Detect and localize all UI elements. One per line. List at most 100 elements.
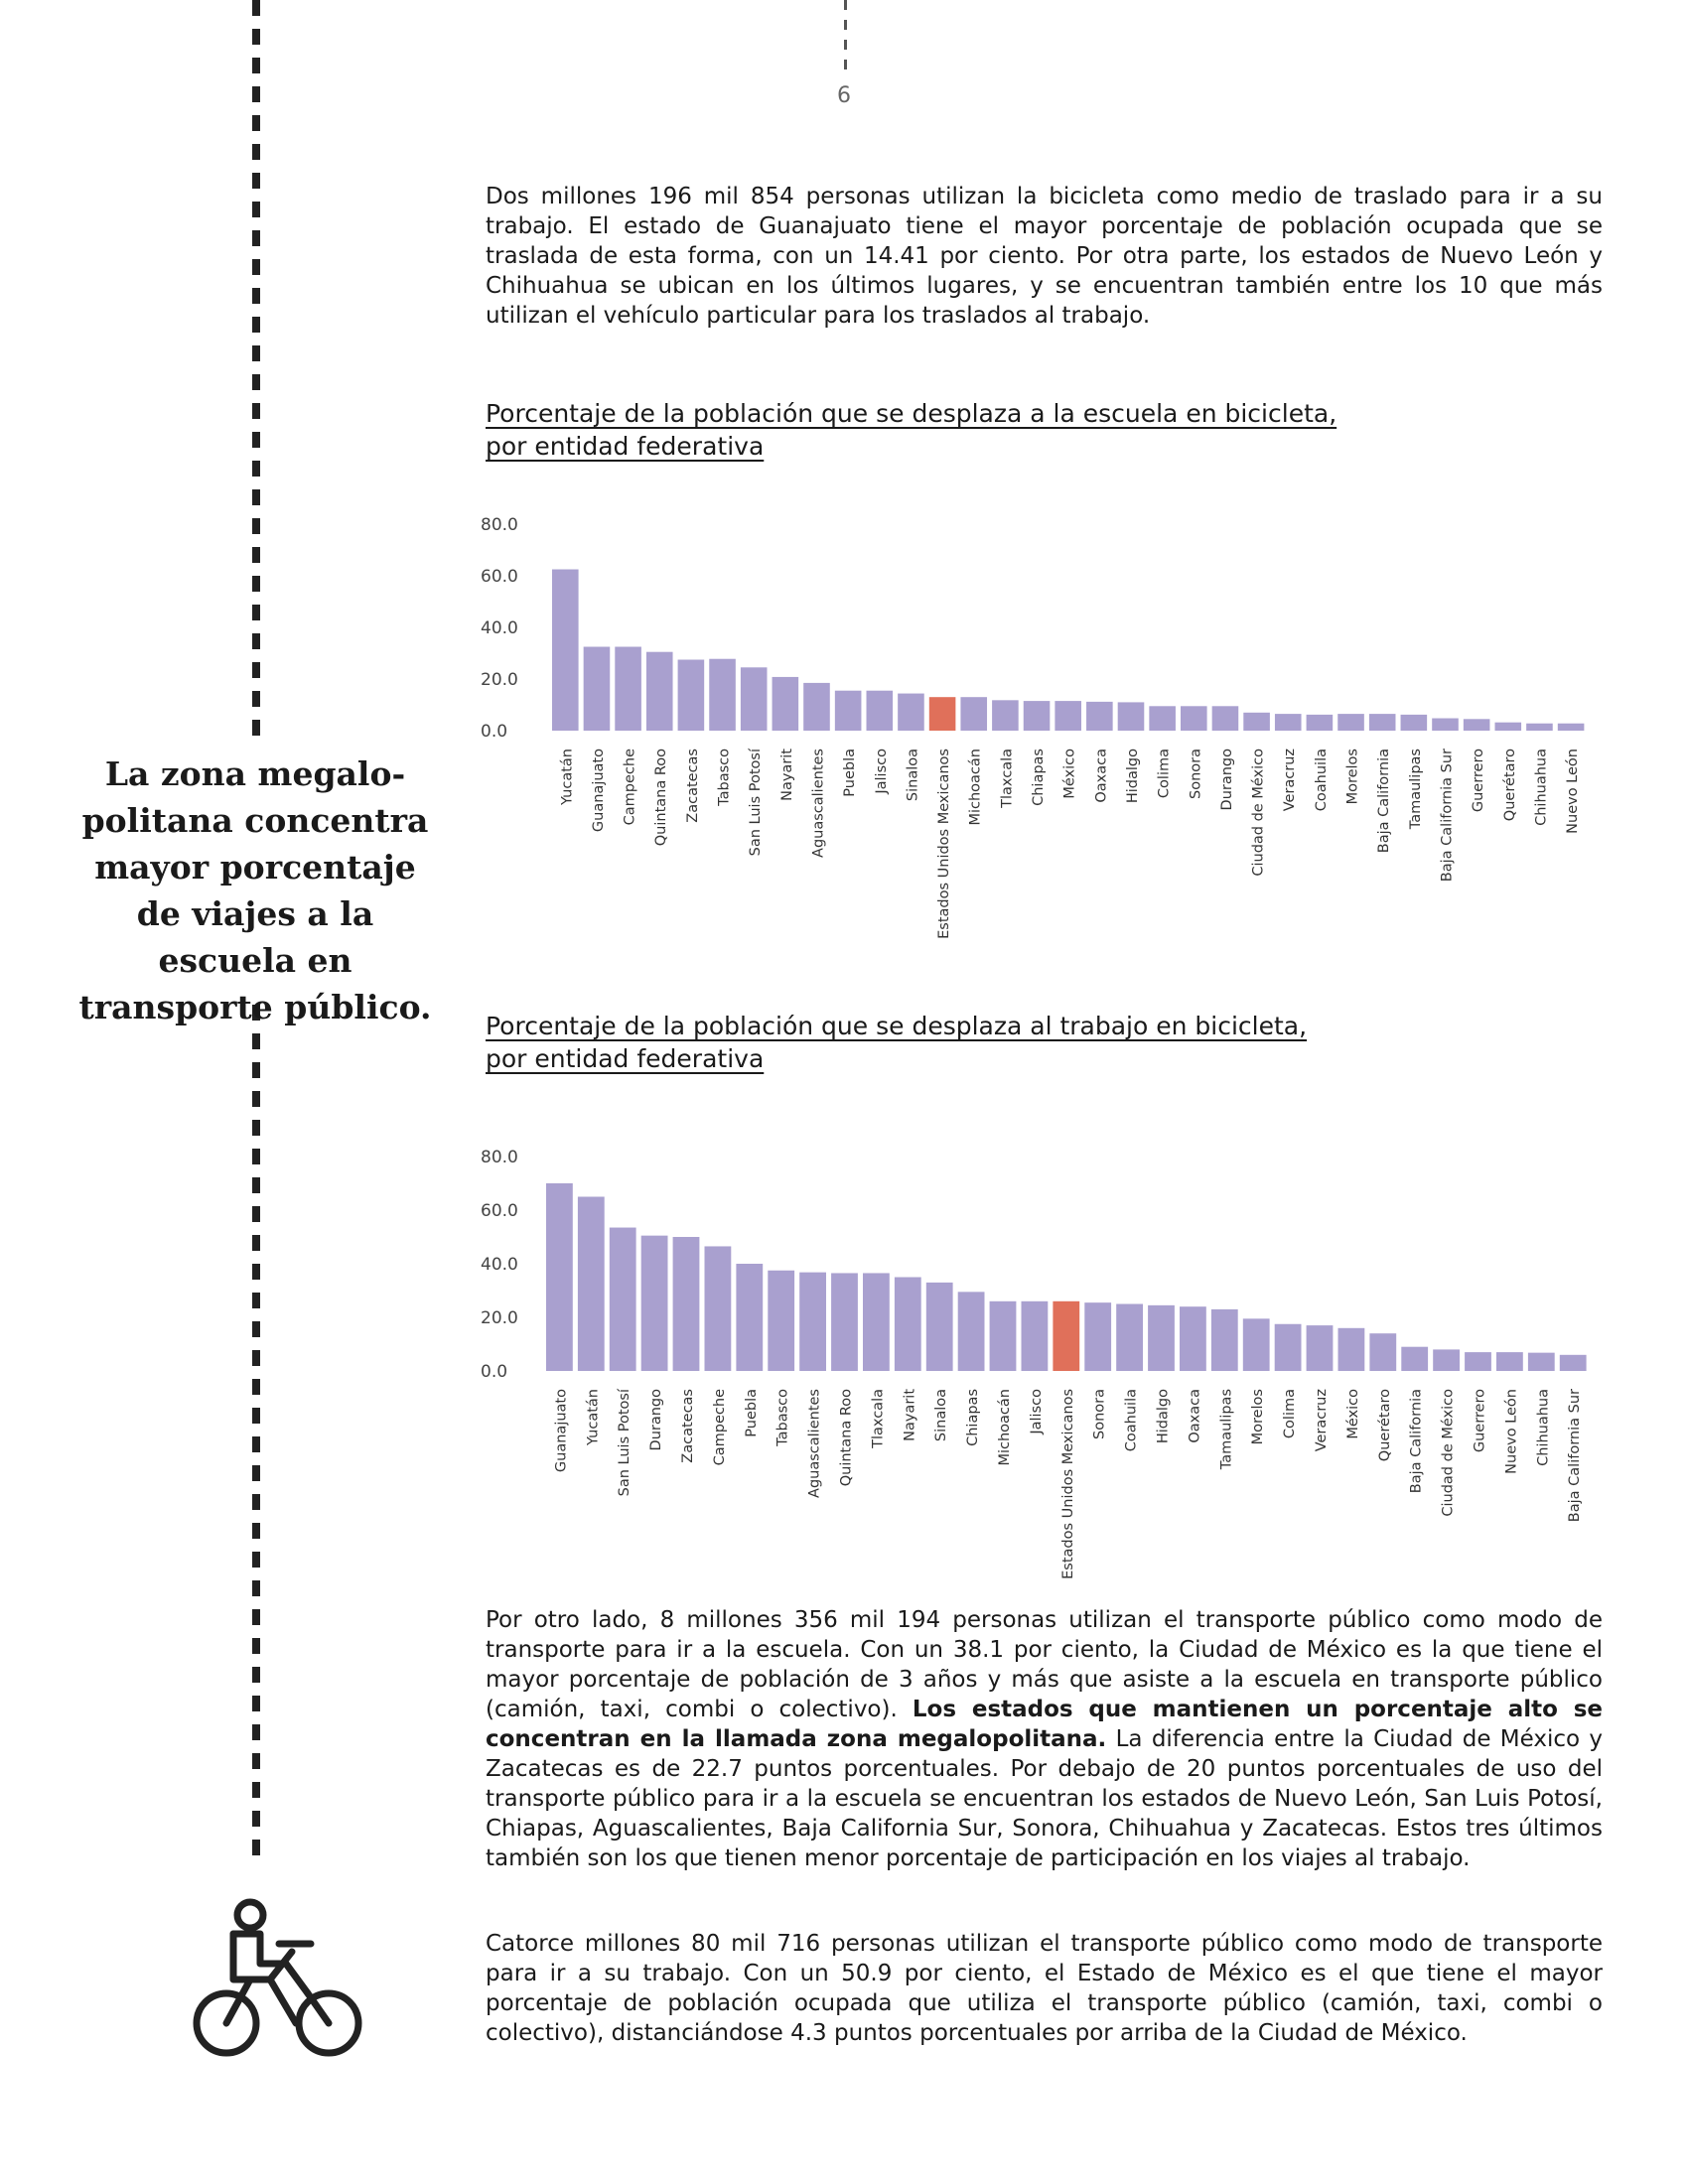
bar-oaxaca — [1180, 1306, 1206, 1371]
bar-puebla — [736, 1264, 764, 1371]
bar-michoacán — [960, 697, 988, 731]
x-tick-label: Guanajuato — [553, 1389, 569, 1472]
bar-tabasco — [768, 1270, 795, 1371]
bar-estados-unidos-mexicanos — [928, 697, 956, 731]
x-tick-label: Estados Unidos Mexicanos — [1060, 1389, 1076, 1579]
bar-san-luis-potosí — [609, 1227, 636, 1371]
paragraph2-bold: Los estados que mantienen un porcentaje … — [486, 1697, 1604, 1752]
bar-aguascalientes — [799, 1272, 826, 1371]
x-tick-label: Jalisco — [1029, 1389, 1045, 1435]
bar-baja-california-sur — [1432, 718, 1459, 731]
x-tick-label: Veracruz — [1282, 749, 1298, 811]
y-tick-label: 60.0 — [481, 1201, 518, 1221]
bar-morelos — [1337, 714, 1364, 731]
x-tick-label: Baja California Sur — [1439, 749, 1455, 882]
bar-ciudad-de-méxico — [1243, 712, 1270, 731]
bar-baja-california — [1401, 1346, 1429, 1371]
bar-hidalgo — [1117, 702, 1145, 731]
x-tick-label: Nayarit — [902, 1389, 917, 1441]
bar-baja-california — [1368, 714, 1396, 731]
bar-guerrero — [1463, 719, 1490, 731]
bar-zacatecas — [677, 659, 705, 731]
x-tick-label: Sinaloa — [905, 749, 920, 801]
y-tick-label: 80.0 — [481, 515, 518, 535]
bar-campeche — [615, 646, 641, 731]
bar-querétaro — [1494, 722, 1522, 731]
bar-veracruz — [1306, 1325, 1334, 1371]
x-tick-label: Quintana Roo — [653, 749, 669, 846]
bar-méxico — [1337, 1327, 1365, 1371]
x-tick-label: Tlaxcala — [870, 1389, 886, 1449]
bar-nuevo-león — [1496, 1352, 1523, 1371]
bar-guerrero — [1465, 1352, 1491, 1371]
y-tick-label: 0.0 — [481, 722, 507, 742]
dashed-divider-bottom — [252, 1005, 260, 1858]
x-tick-label: Colima — [1282, 1389, 1298, 1438]
x-tick-label: Guanajuato — [591, 749, 607, 832]
bar-sinaloa — [925, 1282, 953, 1371]
x-tick-label: Tlaxcala — [999, 749, 1015, 809]
paragraph2-part2: La diferencia entre la Ciudad de México … — [486, 1726, 1604, 1871]
bar-hidalgo — [1148, 1304, 1175, 1371]
bar-nuevo-león — [1557, 723, 1585, 731]
x-tick-label: Sonora — [1188, 749, 1203, 799]
bar-zacatecas — [672, 1237, 700, 1371]
dashed-divider-top — [252, 0, 260, 743]
bar-coahuila — [1116, 1303, 1143, 1371]
chart2-title-line1: Porcentaje de la población que se despla… — [486, 1012, 1308, 1040]
bar-durango — [640, 1235, 668, 1371]
x-tick-label: Quintana Roo — [838, 1389, 854, 1486]
x-tick-label: Sinaloa — [933, 1389, 949, 1441]
bar-sonora — [1084, 1302, 1112, 1371]
public-transport-school-paragraph: Por otro lado, 8 millones 356 mil 194 pe… — [486, 1605, 1603, 1873]
chart2-title: Porcentaje de la población que se despla… — [486, 1010, 1307, 1075]
y-tick-label: 20.0 — [481, 670, 518, 690]
bar-oaxaca — [1086, 701, 1113, 731]
x-tick-label: Puebla — [842, 749, 858, 797]
x-tick-label: Morelos — [1250, 1389, 1266, 1444]
bar-guanajuato — [583, 646, 611, 731]
x-tick-label: México — [1062, 749, 1078, 799]
bar-chihuahua — [1527, 1352, 1555, 1371]
x-tick-label: Aguascalientes — [807, 1389, 823, 1498]
x-tick-label: Durango — [648, 1389, 664, 1451]
x-tick-label: México — [1345, 1389, 1361, 1439]
x-tick-label: Ciudad de México — [1441, 1389, 1457, 1517]
chart1-title: Porcentaje de la población que se despla… — [486, 397, 1336, 463]
y-tick-label: 60.0 — [481, 567, 518, 587]
x-tick-label: Hidalgo — [1125, 749, 1141, 803]
bar-colima — [1149, 706, 1176, 731]
bar-tlaxcala — [992, 700, 1019, 731]
bar-baja-california-sur — [1559, 1354, 1587, 1371]
x-tick-label: Jalisco — [874, 749, 890, 795]
bar-puebla — [834, 690, 862, 731]
bar-san-luis-potosí — [740, 667, 768, 731]
bar-guanajuato — [546, 1183, 573, 1371]
x-tick-label: Tamaulipas — [1408, 749, 1424, 830]
bar-yucatán — [552, 569, 579, 731]
chart1-title-line2: por entidad federativa — [486, 432, 765, 461]
bar-nayarit — [894, 1277, 921, 1371]
x-tick-label: Sonora — [1092, 1389, 1108, 1439]
x-tick-label: Ciudad de México — [1251, 749, 1267, 877]
bar-chiapas — [1023, 701, 1051, 731]
bar-nayarit — [772, 676, 799, 731]
chart-work-bicycle: 80.0 60.0 40.0 20.0 0.0 Guanajuato Yucatán San … — [481, 1148, 1587, 1579]
x-tick-label: Yucatán — [559, 749, 575, 806]
x-tick-label: Nayarit — [779, 749, 795, 801]
bicycle-icon — [193, 1898, 362, 2057]
x-tick-label: Querétaro — [1502, 749, 1518, 821]
x-tick-label: Baja California — [1376, 749, 1392, 853]
bar-tamaulipas — [1400, 714, 1428, 731]
x-tick-label: Nuevo León — [1565, 749, 1581, 834]
x-tick-label: Coahuila — [1314, 749, 1330, 811]
x-tick-label: Veracruz — [1314, 1389, 1330, 1451]
bar-aguascalientes — [803, 682, 830, 731]
chart2-title-line2: por entidad federativa — [486, 1044, 765, 1073]
x-tick-label: Michoacán — [968, 749, 984, 826]
bar-yucatán — [577, 1196, 605, 1371]
x-tick-label: Zacatecas — [685, 749, 701, 823]
y-tick-label: 40.0 — [481, 1255, 518, 1275]
bar-michoacán — [989, 1300, 1017, 1371]
x-tick-label: Tamaulipas — [1218, 1389, 1234, 1470]
